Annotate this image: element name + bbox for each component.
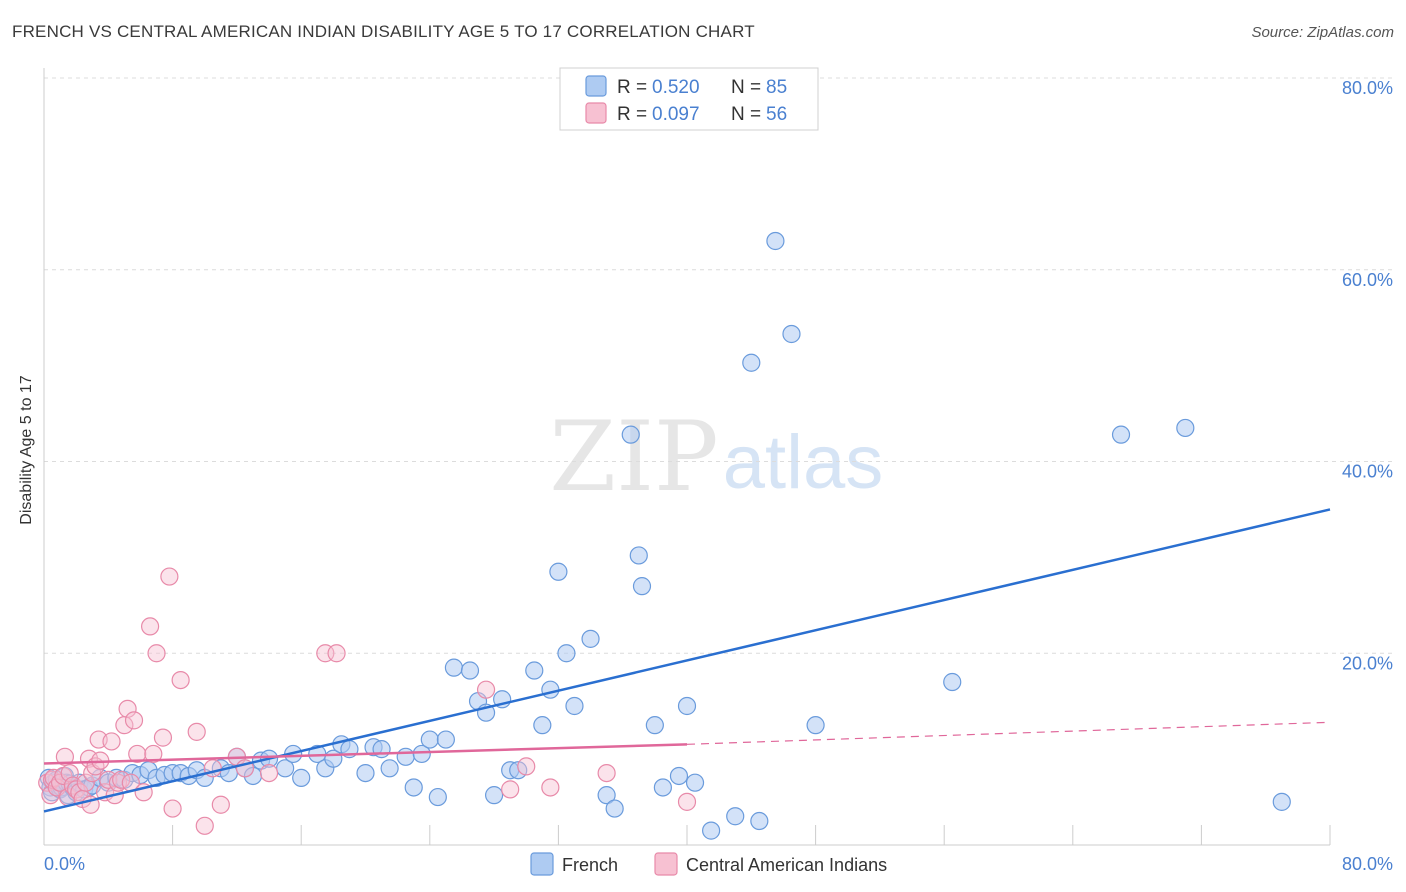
legend-n-value: 56 xyxy=(766,104,787,125)
y-tick-label: 40.0% xyxy=(1342,462,1393,482)
central-american-indian-point xyxy=(541,778,560,797)
bottom-legend-label-french: French xyxy=(562,855,618,875)
legend-r-value: 0.097 xyxy=(652,104,700,125)
french-point xyxy=(525,661,544,680)
french-point xyxy=(460,661,480,680)
central-american-indian-point xyxy=(163,799,182,818)
central-american-indian-point xyxy=(517,757,536,776)
legend-swatch xyxy=(585,102,607,124)
central-american-indian-point xyxy=(501,780,520,799)
french-point xyxy=(444,658,464,677)
y-tick-label: 20.0% xyxy=(1342,653,1393,673)
french-point xyxy=(605,799,624,818)
source-label: Source: ZipAtlas.com xyxy=(1251,24,1394,41)
central-american-indian-point xyxy=(140,617,160,636)
central-american-indian-point xyxy=(187,722,206,741)
central-american-indian-point xyxy=(259,763,279,783)
french-point xyxy=(669,766,689,786)
central-american-indian-point xyxy=(124,711,144,730)
central-american-indian-point xyxy=(677,792,697,811)
central-american-indian-point xyxy=(327,644,346,663)
french-point xyxy=(702,821,721,840)
french-point xyxy=(485,786,504,805)
legend-swatch xyxy=(585,75,607,97)
central-american-indian-point xyxy=(118,699,137,718)
legend-n-value: 85 xyxy=(766,77,787,98)
french-point xyxy=(292,768,311,787)
central-american-indian-point xyxy=(144,744,163,764)
french-point xyxy=(404,778,423,797)
french-point xyxy=(1111,425,1131,444)
chart-title: FRENCH VS CENTRAL AMERICAN INDIAN DISABI… xyxy=(12,22,755,41)
french-point xyxy=(726,807,745,826)
central-american-indian-point xyxy=(211,795,230,814)
french-point xyxy=(742,353,761,372)
legend-r-label: R = xyxy=(617,77,647,98)
french-point xyxy=(436,730,455,749)
french-point xyxy=(621,425,640,444)
y-tick-label: 80.0% xyxy=(1342,78,1393,98)
x-tick-label-max: 80.0% xyxy=(1342,854,1393,874)
french-point xyxy=(653,778,672,797)
central-american-indian-point xyxy=(171,670,190,690)
bottom-legend-swatch-cai xyxy=(654,852,678,876)
central-american-indian-point xyxy=(160,567,179,586)
central-american-indian-point xyxy=(102,732,121,751)
french-point xyxy=(1272,792,1291,811)
french-point xyxy=(380,759,399,778)
central-american-indian-point xyxy=(55,747,74,766)
cai-trend-line xyxy=(43,743,688,765)
french-point xyxy=(396,747,415,766)
french-point xyxy=(750,811,769,831)
x-tick-label-min: 0.0% xyxy=(44,854,85,874)
central-american-indian-point xyxy=(108,773,128,792)
french-point xyxy=(629,546,648,565)
french-point xyxy=(428,787,447,807)
french-point xyxy=(557,644,576,663)
french-point xyxy=(782,324,801,344)
french-point xyxy=(943,672,962,692)
legend-r-label: R = xyxy=(617,104,647,125)
central-american-indian-point xyxy=(76,773,95,792)
french-point xyxy=(581,629,600,648)
french-point xyxy=(1176,418,1195,438)
french-point xyxy=(632,577,652,596)
watermark-zip: ZIP xyxy=(549,401,718,513)
bottom-legend-label-cai: Central American Indians xyxy=(686,855,887,875)
central-american-indian-point xyxy=(476,680,496,699)
french-point xyxy=(685,773,705,792)
french-point xyxy=(420,730,439,749)
central-american-indian-point xyxy=(128,744,147,764)
central-american-indian-point xyxy=(153,728,173,747)
cai-trend-line-dashed xyxy=(686,721,1331,745)
french-trend-line xyxy=(43,508,1331,813)
central-american-indian-point xyxy=(195,816,214,835)
watermark-atlas: atlas xyxy=(723,420,884,505)
central-american-indian-point xyxy=(597,763,616,783)
french-point xyxy=(549,562,568,581)
bottom-legend-swatch-french xyxy=(530,852,554,876)
french-point xyxy=(541,680,560,699)
french-point xyxy=(533,716,552,735)
french-point xyxy=(677,696,697,716)
french-point xyxy=(645,716,664,735)
french-point xyxy=(597,786,616,805)
french-point xyxy=(766,231,785,251)
central-american-indian-point xyxy=(67,780,86,799)
legend-n-label: N = xyxy=(731,77,761,98)
central-american-indian-point xyxy=(147,644,166,663)
french-point xyxy=(412,744,431,764)
french-point xyxy=(372,740,391,759)
french-point xyxy=(806,716,825,735)
legend-n-label: N = xyxy=(731,104,761,125)
french-point xyxy=(565,696,584,716)
legend-r-value: 0.520 xyxy=(652,77,700,98)
y-tick-label: 60.0% xyxy=(1342,270,1393,290)
french-point xyxy=(356,763,375,783)
